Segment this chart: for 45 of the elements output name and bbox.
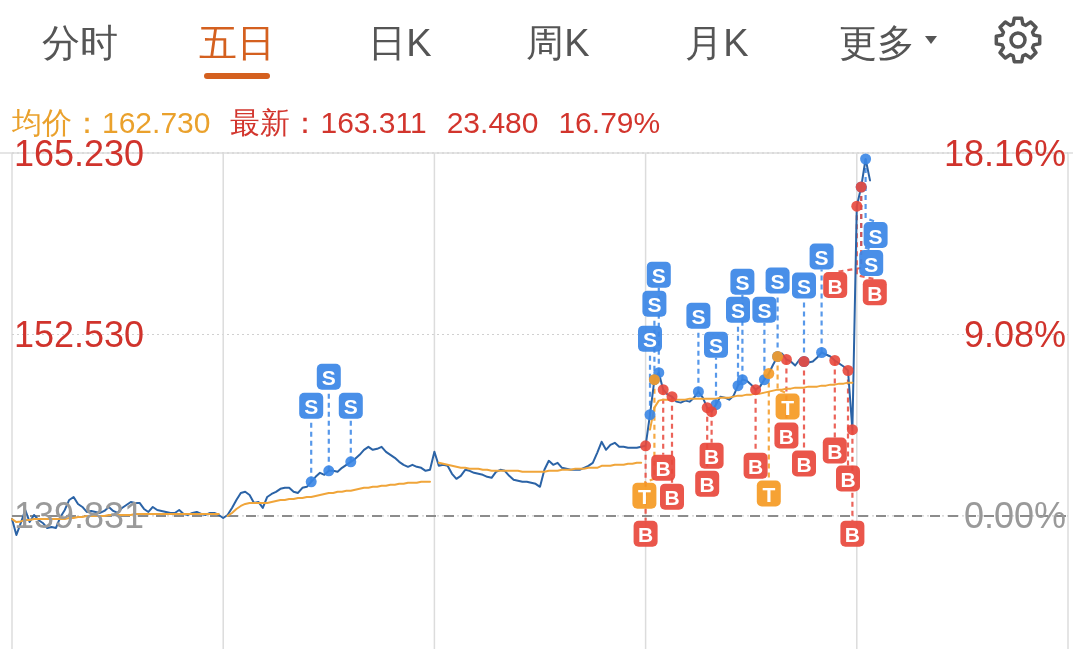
data-label: B	[796, 452, 812, 476]
data-label: B	[827, 439, 843, 463]
data-label: B	[704, 445, 720, 469]
text: 23.480	[446, 106, 539, 139]
data-label: B	[699, 473, 715, 497]
data-label: S	[757, 299, 772, 323]
y-tick-label: 152.530	[14, 313, 145, 355]
data-label: B	[655, 457, 671, 481]
data-label: S	[730, 299, 746, 323]
data-label: S	[735, 271, 750, 295]
data-label: S	[647, 293, 662, 317]
data-label: S	[642, 328, 658, 352]
text: 月K	[685, 22, 749, 64]
data-label: B	[844, 523, 860, 547]
text: 五日	[199, 22, 275, 64]
y2-tick-label: 9.08%	[963, 313, 1066, 355]
data-label: S	[796, 274, 812, 298]
data-label: T	[762, 482, 776, 506]
text: 更多	[839, 22, 915, 64]
text: 日K	[368, 22, 432, 64]
data-label: S	[304, 395, 319, 419]
data-label: S	[814, 245, 829, 269]
text: 周K	[526, 22, 590, 64]
text: 分时	[42, 22, 118, 64]
data-label: S	[868, 224, 883, 248]
text: 最新：163.311	[230, 106, 427, 139]
data-label: B	[840, 467, 856, 491]
data-label: T	[781, 395, 795, 419]
data-label: B	[778, 424, 794, 448]
data-label: B	[827, 274, 843, 298]
y2-tick-label: 18.16%	[943, 132, 1066, 174]
data-label: S	[864, 252, 879, 276]
data-label: B	[867, 281, 883, 305]
data-label: B	[748, 455, 764, 479]
data-label: T	[637, 485, 651, 509]
data-label: S	[343, 395, 358, 419]
text: 16.79%	[558, 106, 661, 139]
data-label: S	[708, 334, 724, 358]
data-label: B	[638, 523, 654, 547]
data-label: S	[770, 269, 785, 293]
y2-tick-label: 0.00%	[963, 495, 1066, 537]
data-label: S	[651, 264, 666, 288]
data-label: S	[321, 366, 336, 390]
data-label: S	[691, 305, 706, 329]
data-label: B	[664, 486, 680, 510]
